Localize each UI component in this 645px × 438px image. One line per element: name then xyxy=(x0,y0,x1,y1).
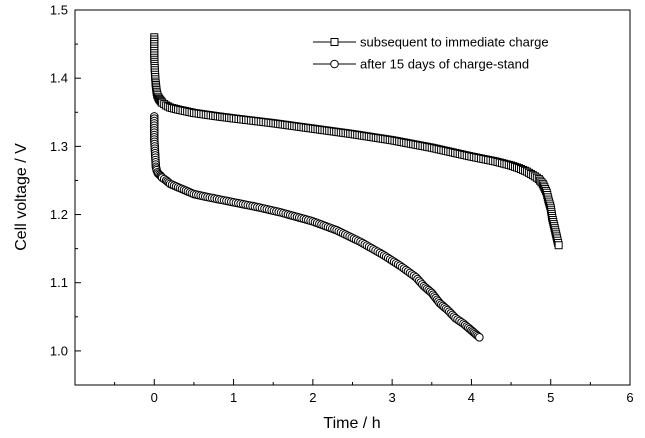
x-tick-label-5: 5 xyxy=(547,390,554,405)
series-1-point xyxy=(554,241,563,250)
y-axis-title: Cell voltage / V xyxy=(13,143,30,251)
y-tick-label-1: 1.0 xyxy=(50,343,68,358)
legend-marker-square xyxy=(330,38,339,46)
x-tick-label-4: 4 xyxy=(468,390,475,405)
x-tick-label-1: 1 xyxy=(230,390,237,405)
y-axis: 1.0 1.1 1.2 1.3 1.4 1.5 xyxy=(50,3,81,358)
x-tick-label-0: 0 xyxy=(151,390,158,405)
legend-item-1: subsequent to immediate charge xyxy=(313,35,549,50)
legend-marker-circle xyxy=(330,59,339,69)
y-tick-label-1.5: 1.5 xyxy=(50,3,68,18)
y-tick-label-1.4: 1.4 xyxy=(50,71,68,86)
x-tick-label-6: 6 xyxy=(626,390,633,405)
x-tick-label-2: 2 xyxy=(309,390,316,405)
legend-label: after 15 days of charge-stand xyxy=(360,57,529,72)
y-tick-label-1.3: 1.3 xyxy=(50,139,68,154)
series-2-point xyxy=(475,332,484,342)
y-tick-label-1.1: 1.1 xyxy=(50,275,68,290)
x-axis-title: Time / h xyxy=(323,415,380,432)
series-layer xyxy=(149,33,563,342)
legend-label: subsequent to immediate charge xyxy=(360,35,549,50)
y-tick-label-1.2: 1.2 xyxy=(50,207,68,222)
x-tick-label-3: 3 xyxy=(389,390,396,405)
series-2 xyxy=(149,112,484,342)
series-1 xyxy=(150,33,563,250)
legend: subsequent to immediate charge after 15 d… xyxy=(313,35,549,72)
x-axis: 0 1 2 3 4 5 6 xyxy=(114,379,634,405)
legend-item-2: after 15 days of charge-stand xyxy=(313,57,529,72)
